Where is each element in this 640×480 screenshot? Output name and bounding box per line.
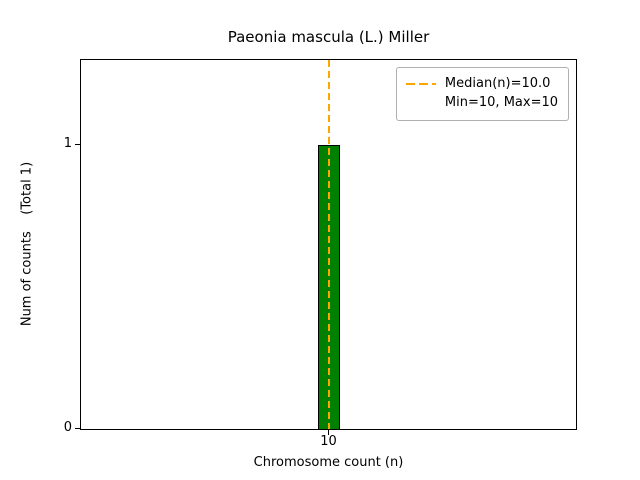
- x-tick-label-10: 10: [320, 434, 337, 449]
- dashed-line-icon: [405, 83, 436, 86]
- y-tick-label-0: 0: [63, 420, 72, 435]
- x-tick-mark-10: [328, 430, 329, 435]
- legend-entry-median: Median(n)=10.0: [405, 75, 558, 94]
- y-tick-label-1: 1: [63, 136, 72, 151]
- x-axis-label: Chromosome count (n): [253, 455, 404, 470]
- legend-entry-minmax: Min=10, Max=10: [406, 94, 558, 113]
- y-tick-mark-1: [75, 144, 80, 145]
- plot-area: Median(n)=10.0 Min=10, Max=10: [80, 59, 577, 430]
- legend-minmax-label: Min=10, Max=10: [444, 94, 558, 110]
- legend-median-label: Median(n)=10.0: [444, 76, 551, 91]
- legend: Median(n)=10.0 Min=10, Max=10: [395, 67, 569, 121]
- chart-title: Paeonia mascula (L.) Miller: [227, 28, 430, 46]
- legend-empty-sample: [406, 102, 436, 104]
- median-line: [327, 60, 330, 429]
- y-axis-label: Num of counts (Total 1): [19, 161, 35, 327]
- y-tick-mark-0: [75, 428, 80, 429]
